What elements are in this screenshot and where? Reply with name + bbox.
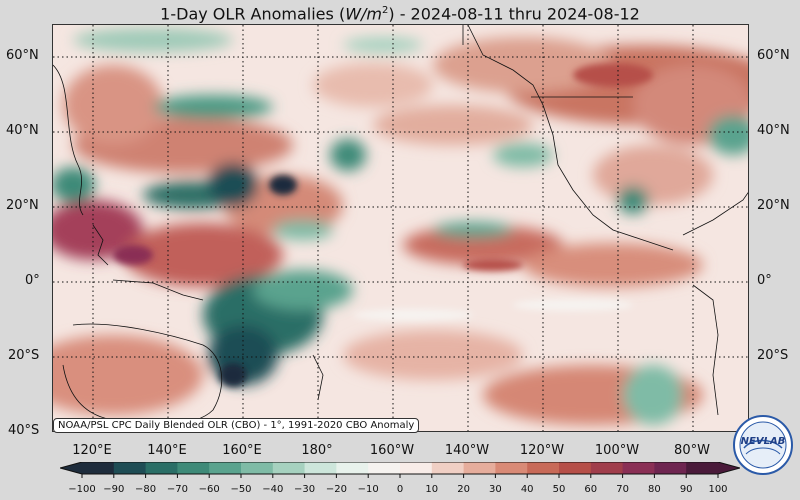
colorbar-tick-label: 30: [489, 484, 502, 495]
lon-label-100w: 100°W: [594, 443, 640, 458]
asia-coast: [53, 64, 84, 216]
lon-label-180: 180°: [301, 443, 333, 458]
colorbar-tick-label: 80: [648, 484, 661, 495]
colorbar-segment: [431, 462, 465, 474]
colorbar-tick-label: 100: [708, 484, 728, 495]
philippines-coast: [92, 224, 109, 266]
colorbar-tick-label: 70: [616, 484, 629, 495]
colorbar-tick-label: 50: [552, 484, 566, 495]
colorbar-tick-label: −40: [262, 484, 284, 495]
colorbar-segment: [527, 462, 560, 474]
colorbar-tick-label: 90: [679, 484, 693, 495]
colorbar-strip: [58, 461, 742, 478]
colorbar-tick-label: 40: [520, 484, 534, 495]
map-canvas: [53, 25, 748, 431]
colorbar-segment: [463, 462, 496, 474]
colorbar-segment: [113, 462, 147, 474]
colorbar-segment: [622, 462, 655, 474]
north-america-coast: [467, 25, 674, 251]
colorbar-tick-label: −100: [68, 484, 96, 495]
anomaly-field: [53, 28, 748, 425]
nevlab-logo: NEVLAB: [732, 414, 794, 476]
lat-label-eq-left: 0°: [25, 273, 40, 288]
colorbar-segment: [177, 462, 210, 474]
lat-label-60n-left: 60°N: [6, 48, 39, 63]
colorbar-segment: [495, 462, 528, 474]
colorbar-tick-label: 60: [584, 484, 598, 495]
colorbar-segment: [272, 462, 306, 474]
colorbar-segment: [145, 462, 178, 474]
colorbar-segment: [209, 462, 242, 474]
colorbar-segment: [559, 462, 592, 474]
colorbar: −100 −90 −80 −70 −60 −50 −40 −30 −20 −10 0 10 20 30 40…: [58, 461, 742, 500]
colorbar-min-extend: [60, 462, 82, 474]
colorbar-tick-label: 0: [396, 484, 404, 495]
caribbean-coast: [682, 192, 748, 236]
lat-label-20s-right: 20°S: [757, 348, 789, 363]
lon-label-160e: 160°E: [222, 443, 262, 458]
coastlines: [53, 25, 748, 425]
lat-label-20n-left: 20°N: [6, 198, 39, 213]
colorbar-segment: [241, 462, 274, 474]
colorbar-tick-label: −90: [103, 484, 125, 495]
colorbar-tick-label: −20: [325, 484, 347, 495]
colorbar-segment: [304, 462, 337, 474]
lon-label-120w: 120°W: [519, 443, 565, 458]
map-title: 1-Day OLR Anomalies (W/m2) - 2024-08-11 …: [160, 4, 640, 24]
gridlines: [53, 25, 748, 431]
indonesia-coast: [112, 279, 204, 301]
colorbar-segment: [590, 462, 624, 474]
lat-label-40n-right: 40°N: [757, 123, 790, 138]
wnp-negative: [208, 163, 258, 207]
lon-label-80w: 80°W: [674, 443, 710, 458]
lon-label-120e: 120°E: [72, 443, 112, 458]
colorbar-tick-label: −80: [135, 484, 157, 495]
colorbar-segment: [686, 462, 719, 474]
colorbar-tick-label: 20: [457, 484, 470, 495]
npac-negative: [153, 95, 273, 119]
new-zealand-coast: [312, 354, 324, 401]
colorbar-tick-label: 10: [425, 484, 439, 495]
logo-text: NEVLAB: [741, 436, 786, 447]
colorbar-segment: [654, 462, 687, 474]
source-note: NOAA/PSL CPC Daily Blended OLR (CBO) - 1…: [53, 418, 420, 433]
colorbar-segment: [400, 462, 433, 474]
lon-label-160w: 160°W: [369, 443, 415, 458]
colorbar-segment: [336, 462, 369, 474]
lon-label-140w: 140°W: [444, 443, 490, 458]
lat-label-20s-left: 20°S: [8, 348, 40, 363]
south-america-coast: [692, 284, 719, 416]
colorbar-tick-label: −50: [230, 484, 252, 495]
colorbar-tick-label: −70: [166, 484, 188, 495]
colorbar-segment: [82, 462, 115, 474]
lon-label-140e: 140°E: [147, 443, 187, 458]
lat-label-20n-right: 20°N: [757, 198, 790, 213]
colorbar-tick-label: −30: [294, 484, 316, 495]
colorbar-segment: [368, 462, 401, 474]
colorbar-tick-label: −10: [357, 484, 379, 495]
lat-label-60n-right: 60°N: [757, 48, 790, 63]
colorbar-max-extend: [718, 462, 740, 474]
olr-anomaly-map: [52, 24, 749, 432]
lat-label-40n-left: 40°N: [6, 123, 39, 138]
colorbar-tick-label: −60: [198, 484, 220, 495]
lat-label-40s-left: 40°S: [8, 423, 40, 438]
lat-label-eq-right: 0°: [757, 273, 772, 288]
philippine-sea-positive: [53, 200, 143, 260]
anomaly-detail: [113, 63, 653, 387]
